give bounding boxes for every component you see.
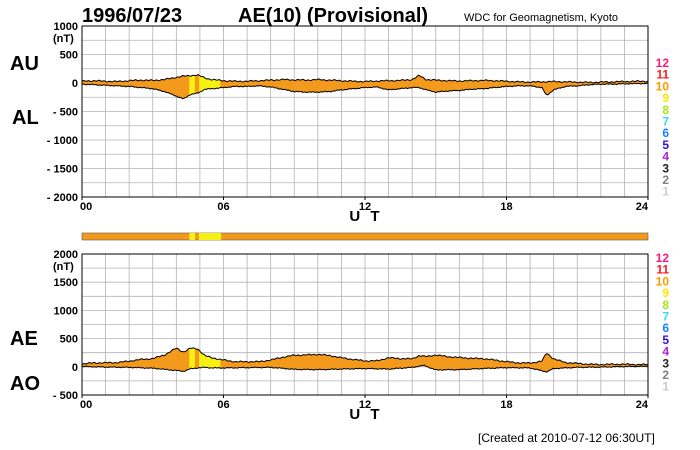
activity-bar-high-segment: [198, 233, 222, 240]
legend-level-4: 4: [662, 150, 669, 164]
ao-label: AO: [10, 373, 40, 395]
x-tick-label: 12: [359, 201, 371, 213]
legend-level-7: 7: [662, 115, 669, 129]
legend-level-2: 2: [662, 173, 669, 187]
legend-level-9: 9: [662, 286, 669, 300]
legend-level-4: 4: [662, 345, 669, 359]
y-tick-label: 500: [60, 50, 78, 62]
y-tick-label: 0: [72, 362, 78, 374]
legend-level-3: 3: [662, 161, 669, 175]
credit-text: WDC for Geomagnetism, Kyoto: [464, 12, 618, 24]
y-tick-label: 1500: [54, 277, 78, 289]
index-title: AE(10) (Provisional): [238, 5, 428, 27]
x-tick-label: 00: [80, 399, 92, 411]
series-line-al: [81, 82, 649, 100]
ae-ao-x-axis: 00 06 12 18 24: [80, 395, 649, 411]
x-tick-label: 12: [359, 399, 371, 411]
au-al-x-axis: 00 06 12 18 24: [80, 197, 649, 213]
activity-level-bar: [81, 232, 649, 241]
legend-level-10: 10: [656, 274, 670, 288]
legend-level-6: 6: [662, 321, 669, 335]
ae-ao-area-plot: [81, 347, 649, 373]
x-tick-label: 18: [500, 201, 512, 213]
activity-bar-base: [81, 232, 649, 241]
au-al-x-label: U T: [349, 208, 382, 225]
ae-ao-grid: [82, 254, 648, 395]
y-tick-label: - 1500: [47, 164, 78, 176]
x-tick-label: 00: [80, 201, 92, 213]
y-tick-label: 1000: [54, 21, 78, 33]
date-title: 1996/07/23: [82, 5, 182, 27]
y-tick-label: 1000: [54, 305, 78, 317]
created-timestamp: [Created at 2010-07-12 06:30UT]: [478, 431, 655, 445]
ae-ao-unit-label: (nT): [53, 261, 74, 273]
y-tick-label: 0: [72, 78, 78, 90]
series-line-ae: [81, 347, 649, 366]
au-al-unit-label: (nT): [53, 33, 74, 45]
x-tick-label: 24: [636, 399, 649, 411]
legend-level-1: 1: [662, 185, 669, 199]
series-line-au: [81, 74, 649, 84]
y-tick-label: 500: [60, 334, 78, 346]
au-label: AU: [10, 53, 39, 75]
legend-level-5: 5: [662, 138, 669, 152]
legend-level-8: 8: [662, 103, 669, 117]
legend-level-3: 3: [662, 356, 669, 370]
legend-level-6: 6: [662, 126, 669, 140]
y-tick-label: - 500: [53, 390, 78, 402]
y-tick-label: - 2000: [47, 192, 78, 204]
al-label: AL: [12, 107, 39, 129]
au-al-area-plot: [81, 74, 649, 100]
x-tick-label: 06: [217, 201, 229, 213]
legend-level-9: 9: [662, 91, 669, 105]
ae-ao-x-label: U T: [349, 406, 382, 423]
y-tick-label: 2000: [54, 249, 78, 261]
ae-label: AE: [10, 328, 38, 350]
legend-level-7: 7: [662, 310, 669, 324]
au-al-grid: [82, 26, 648, 197]
activity-bar-high-segment: [189, 233, 196, 240]
y-tick-label: - 500: [53, 107, 78, 119]
series-line-ao: [81, 364, 649, 373]
legend-level-12: 12: [656, 56, 670, 70]
legend-level-10: 10: [656, 79, 670, 93]
legend-level-5: 5: [662, 333, 669, 347]
legend-level-2: 2: [662, 368, 669, 382]
legend-level-11: 11: [656, 263, 669, 277]
legend-level-12: 12: [656, 251, 670, 265]
ae-ao-y-axis: 2000 1500 1000 500 0 - 500: [53, 249, 78, 402]
legend-level-8: 8: [662, 298, 669, 312]
legend-level-1: 1: [662, 380, 669, 394]
x-tick-label: 06: [217, 399, 229, 411]
au-al-y-axis: 1000 500 0 - 500 - 1000 - 1500 - 2000: [47, 21, 78, 204]
x-tick-label: 24: [636, 201, 649, 213]
x-tick-label: 18: [500, 399, 512, 411]
legend-level-11: 11: [656, 68, 669, 82]
y-tick-label: - 1000: [47, 135, 78, 147]
